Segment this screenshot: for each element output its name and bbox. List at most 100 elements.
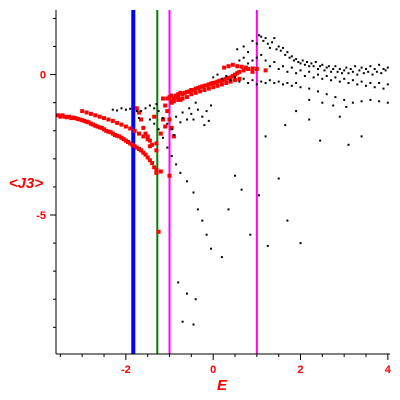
point-s1-79 <box>288 56 291 59</box>
point-s1-180 <box>299 86 302 89</box>
point-s1-71 <box>271 41 274 44</box>
point-s1-158 <box>382 87 385 90</box>
point-s1-41 <box>196 208 199 211</box>
point-s1-120 <box>378 63 381 66</box>
point-s0-42 <box>147 158 152 163</box>
point-s0-142 <box>239 64 244 69</box>
point-s0-47 <box>84 110 89 115</box>
point-s0-11 <box>80 118 85 123</box>
point-s1-142 <box>312 76 315 79</box>
point-s1-98 <box>330 70 333 73</box>
point-s1-76 <box>282 46 284 49</box>
point-s0-107 <box>222 77 227 82</box>
point-s0-30 <box>121 137 126 142</box>
point-s1-115 <box>367 70 370 73</box>
point-s1-185 <box>343 98 346 101</box>
point-s1-0 <box>111 108 114 111</box>
point-s0-25 <box>110 131 115 136</box>
point-s1-32 <box>153 122 156 125</box>
point-s1-188 <box>369 98 372 101</box>
point-s0-104 <box>215 79 220 84</box>
point-s0-69 <box>145 134 150 139</box>
point-s1-194 <box>345 105 348 108</box>
point-s0-3 <box>62 114 67 119</box>
point-s0-37 <box>137 147 141 151</box>
point-s0-68 <box>143 131 148 136</box>
point-s0-63 <box>154 148 159 153</box>
point-s0-58 <box>132 128 137 133</box>
point-s1-107 <box>349 68 352 70</box>
point-s1-85 <box>301 59 304 62</box>
point-s0-8 <box>73 116 78 121</box>
point-s1-132 <box>268 65 271 68</box>
point-s1-175 <box>277 80 280 83</box>
point-s1-117 <box>371 73 374 76</box>
point-s1-24 <box>194 101 197 104</box>
x-tick-label-3: 4 <box>385 364 392 376</box>
point-s1-35 <box>166 146 169 149</box>
point-s0-115 <box>241 68 246 73</box>
point-s0-48 <box>88 111 93 116</box>
point-s1-184 <box>334 96 337 99</box>
point-s1-94 <box>321 63 324 66</box>
point-s1-201 <box>338 115 341 118</box>
point-s0-112 <box>233 72 237 77</box>
point-s0-95 <box>195 86 200 91</box>
point-s1-119 <box>375 70 378 73</box>
point-s1-54 <box>299 242 302 245</box>
point-s0-14 <box>86 120 91 125</box>
point-s1-193 <box>332 104 335 107</box>
point-s0-143 <box>243 65 248 70</box>
point-s1-60 <box>236 48 239 51</box>
point-s0-128 <box>219 82 224 87</box>
point-s1-135 <box>282 65 284 68</box>
point-s1-34 <box>162 136 164 139</box>
point-s0-80 <box>171 99 176 104</box>
point-s0-106 <box>219 78 224 83</box>
point-s1-10 <box>153 107 156 110</box>
point-s1-19 <box>181 111 184 114</box>
point-s0-101 <box>209 81 213 86</box>
point-s0-74 <box>171 134 176 139</box>
point-s0-21 <box>102 127 106 132</box>
point-s1-137 <box>290 66 293 69</box>
point-s0-102 <box>211 81 216 85</box>
point-s0-125 <box>206 86 211 91</box>
point-s0-127 <box>215 83 220 88</box>
point-s1-150 <box>347 82 350 84</box>
point-s1-116 <box>369 65 372 68</box>
point-s1-148 <box>338 80 341 83</box>
point-s1-20 <box>186 118 188 121</box>
point-s1-69 <box>266 42 269 45</box>
point-s1-105 <box>345 66 348 69</box>
point-s1-169 <box>251 79 254 82</box>
point-s1-198 <box>319 139 322 142</box>
point-s0-67 <box>141 125 146 130</box>
point-s0-124 <box>202 88 207 92</box>
point-s0-59 <box>137 131 141 136</box>
point-s0-150 <box>158 131 163 136</box>
point-s1-170 <box>255 83 258 86</box>
point-s1-83 <box>297 61 300 63</box>
point-s1-179 <box>295 82 298 84</box>
point-s1-23 <box>192 118 195 121</box>
point-s1-134 <box>277 68 280 70</box>
point-s0-34 <box>130 142 135 147</box>
point-s1-74 <box>277 45 280 48</box>
point-s1-81 <box>292 59 295 62</box>
point-s0-114 <box>237 69 242 74</box>
point-s1-72 <box>273 37 276 40</box>
point-s1-7 <box>140 110 143 113</box>
point-s0-7 <box>71 115 76 120</box>
point-s1-125 <box>238 59 241 62</box>
point-s0-73 <box>169 125 174 130</box>
point-s1-18 <box>179 121 182 124</box>
point-s1-56 <box>186 292 188 295</box>
point-s1-136 <box>286 70 289 73</box>
point-s0-110 <box>228 75 233 80</box>
point-s1-141 <box>308 70 311 73</box>
y-tick-label-1: -5 <box>36 210 46 222</box>
point-s0-126 <box>211 85 216 90</box>
point-s1-166 <box>238 80 241 83</box>
x-tick-label-1: 0 <box>210 364 216 376</box>
